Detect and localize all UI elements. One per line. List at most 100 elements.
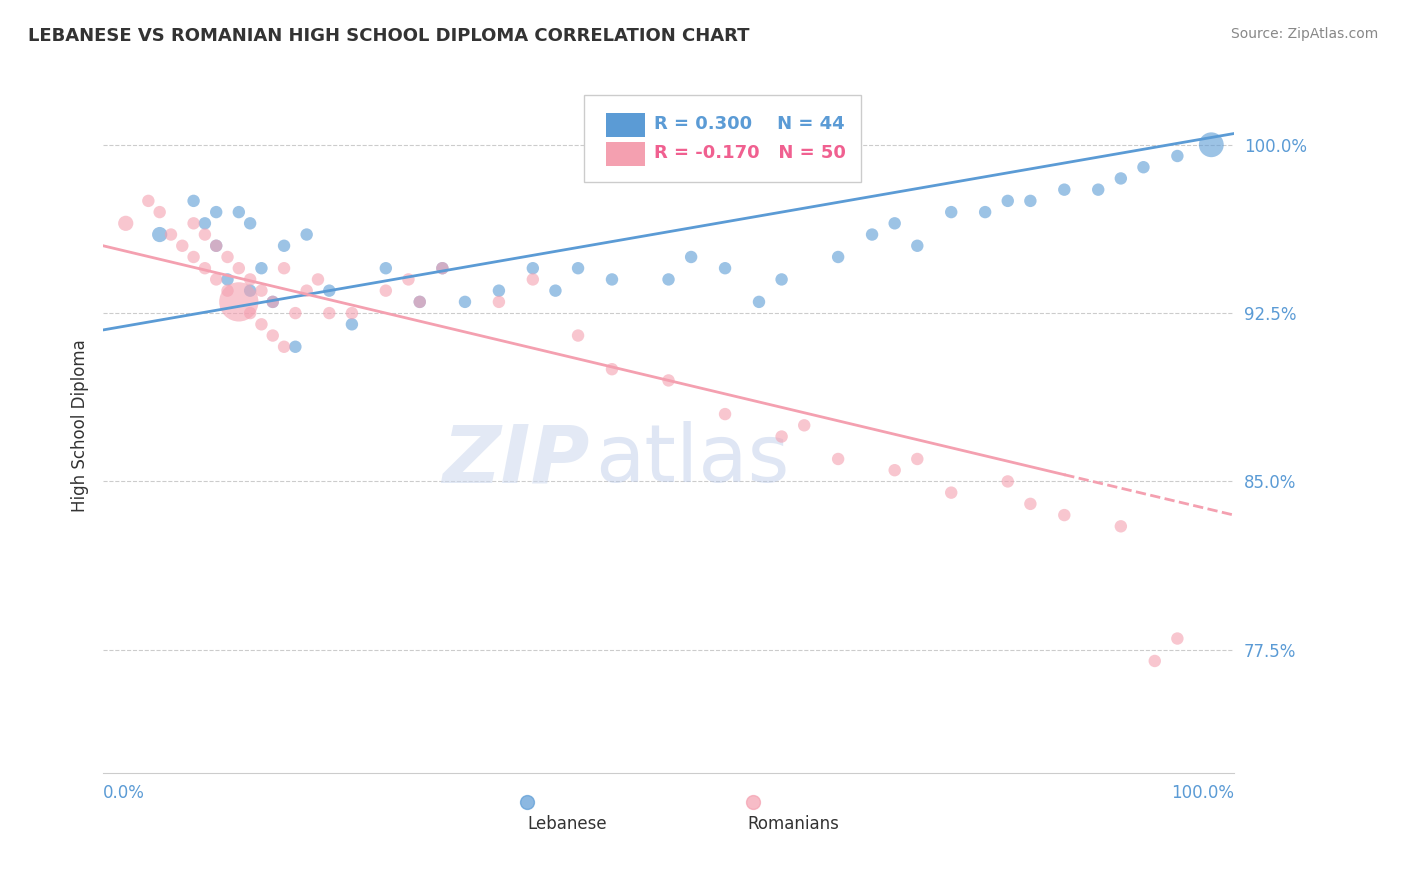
Point [681,250,703,264]
Point [250,318,273,332]
Point [183,194,205,208]
Point [1166,149,1188,163]
Point [273,340,295,354]
Text: R = -0.170   N = 50: R = -0.170 N = 50 [654,145,845,162]
Point [905,239,928,253]
Text: Source: ZipAtlas.com: Source: ZipAtlas.com [1230,27,1378,41]
Point [544,284,567,298]
Point [318,306,340,320]
Point [432,261,454,276]
Point [217,284,239,298]
Point [1019,194,1042,208]
Point [295,284,318,298]
Point [941,205,963,219]
Point [883,216,905,230]
Point [657,373,679,387]
Point [217,272,239,286]
Point [567,261,589,276]
Point [205,272,228,286]
Point [228,261,250,276]
Point [217,250,239,264]
Point [183,216,205,230]
FancyBboxPatch shape [583,95,860,182]
Point [374,284,396,298]
Point [239,216,262,230]
Point [714,407,737,421]
Point [827,452,849,467]
Point [522,261,544,276]
Point [307,272,329,286]
Point [770,272,793,286]
Point [183,250,205,264]
Point [149,227,172,242]
Point [138,194,160,208]
Point [905,452,928,467]
Point [567,328,589,343]
Point [396,272,419,286]
Point [284,306,307,320]
Point [1143,654,1166,668]
Point [1109,171,1132,186]
Point [1109,519,1132,533]
Point [1053,183,1076,197]
Point [488,284,510,298]
Point [318,284,340,298]
Y-axis label: High School Diploma: High School Diploma [72,339,89,512]
Point [262,294,284,309]
Point [883,463,905,477]
Point [284,340,307,354]
FancyBboxPatch shape [606,113,645,136]
Point [1053,508,1076,522]
Point [974,205,997,219]
Point [409,294,432,309]
Point [827,250,849,264]
Point [522,272,544,286]
Point [657,272,679,286]
Point [748,294,770,309]
Point [488,294,510,309]
Point [228,294,250,309]
Point [1087,183,1109,197]
Point [1132,160,1154,174]
Point [1201,137,1223,152]
Point [997,194,1019,208]
Point [262,294,284,309]
Point [194,261,217,276]
Point [432,261,454,276]
Text: 0.0%: 0.0% [103,784,145,803]
Point [793,418,815,433]
Point [250,284,273,298]
Point [114,216,136,230]
Point [409,294,432,309]
Point [770,429,793,443]
Point [239,272,262,286]
Point [340,306,363,320]
Point [1019,497,1042,511]
FancyBboxPatch shape [606,142,645,166]
Text: LEBANESE VS ROMANIAN HIGH SCHOOL DIPLOMA CORRELATION CHART: LEBANESE VS ROMANIAN HIGH SCHOOL DIPLOMA… [28,27,749,45]
Point [860,227,883,242]
Point [205,239,228,253]
Text: Lebanese: Lebanese [527,815,606,833]
Point [262,328,284,343]
Point [600,272,623,286]
Point [239,306,262,320]
Point [250,261,273,276]
Point [340,318,363,332]
Point [239,284,262,298]
Text: Romanians: Romanians [747,815,839,833]
Text: R = 0.300    N = 44: R = 0.300 N = 44 [654,115,845,133]
Point [194,227,217,242]
Point [194,216,217,230]
Point [997,475,1019,489]
Point [941,485,963,500]
Point [273,239,295,253]
Point [1166,632,1188,646]
Point [205,205,228,219]
Point [160,227,183,242]
Point [295,227,318,242]
Point [374,261,396,276]
Point [205,239,228,253]
Text: 100.0%: 100.0% [1171,784,1234,803]
Point [273,261,295,276]
